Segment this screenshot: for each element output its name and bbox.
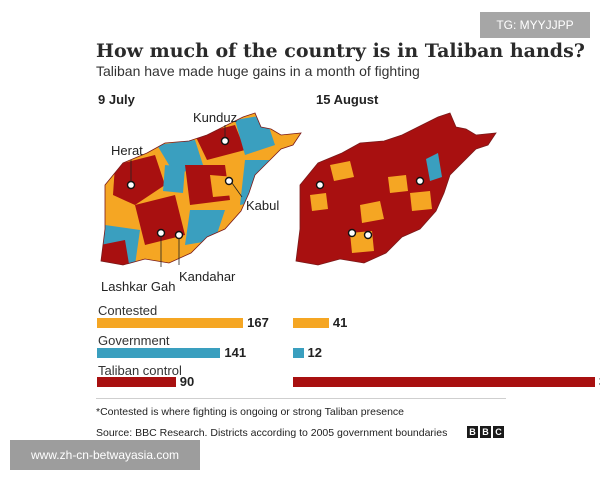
bbc-logo-letter: B xyxy=(467,426,478,438)
value-contested-july: 167 xyxy=(247,315,269,330)
page-title: How much of the country is in Taliban ha… xyxy=(96,40,585,62)
page-subtitle: Taliban have made huge gains in a month … xyxy=(96,63,420,79)
map-july xyxy=(100,112,302,267)
watermark-tg: TG: MYYJJPP xyxy=(480,12,590,38)
city-label-kunduz: Kunduz xyxy=(193,110,238,125)
kandahar-marker xyxy=(174,230,184,240)
kabul-marker xyxy=(224,176,234,186)
bar-contested-august xyxy=(293,318,329,328)
bar-label-taliban: Taliban control xyxy=(98,363,182,378)
bbc-logo-letter: B xyxy=(480,426,491,438)
map-august xyxy=(295,112,497,266)
footnote: *Contested is where fighting is ongoing … xyxy=(96,406,404,418)
value-taliban-august: 345 xyxy=(599,374,600,389)
kunduz-marker xyxy=(220,136,230,146)
bar-taliban-july xyxy=(97,377,176,387)
bar-label-government: Government xyxy=(98,333,170,348)
source-note: Source: BBC Research. Districts accordin… xyxy=(96,427,448,439)
city-label-kandahar: Kandahar xyxy=(179,269,236,284)
city-label-herat: Herat xyxy=(111,143,143,158)
value-government-july: 141 xyxy=(224,345,247,360)
bbc-logo-letter: C xyxy=(493,426,504,438)
herat-marker xyxy=(126,180,136,190)
bbc-logo: B B C xyxy=(467,426,504,438)
bar-label-contested: Contested xyxy=(98,303,158,318)
city-label-lashkar-gah: Lashkar Gah xyxy=(101,279,176,294)
city-label-kabul: Kabul xyxy=(246,198,280,213)
value-taliban-july: 90 xyxy=(179,374,195,389)
bar-taliban-august xyxy=(293,377,595,387)
bar-government-august xyxy=(293,348,304,358)
bar-contested-july xyxy=(97,318,244,328)
date-label-july: 9 July xyxy=(98,92,135,107)
watermark-website: www.zh-cn-betwayasia.com xyxy=(10,440,200,470)
date-label-august: 15 August xyxy=(316,92,379,107)
value-contested-august: 41 xyxy=(332,315,348,330)
lashkar-gah-marker xyxy=(156,228,166,238)
value-government-august: 12 xyxy=(307,345,322,360)
divider xyxy=(96,398,506,399)
bar-government-july xyxy=(97,348,221,358)
